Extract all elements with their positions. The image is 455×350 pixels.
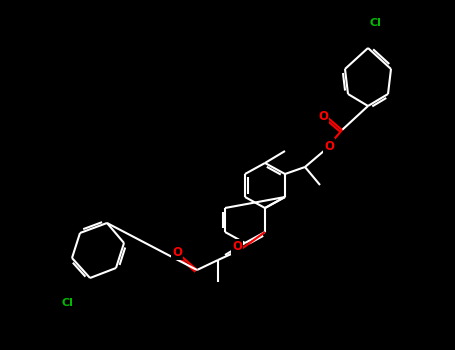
Text: Cl: Cl [369, 18, 381, 28]
Text: O: O [232, 240, 242, 253]
Text: Cl: Cl [61, 298, 73, 308]
Text: O: O [172, 245, 182, 259]
Text: O: O [324, 140, 334, 153]
Text: O: O [318, 110, 328, 122]
